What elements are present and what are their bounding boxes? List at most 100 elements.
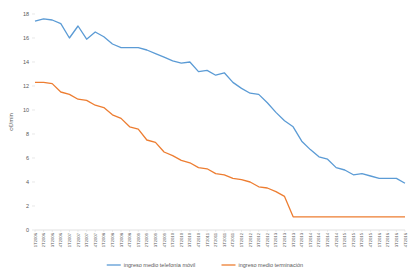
x-tick xyxy=(336,230,337,232)
x-axis xyxy=(35,230,405,231)
x-tick xyxy=(293,230,294,232)
x-tick xyxy=(129,230,130,232)
x-tick-label: 1T2008 xyxy=(101,232,106,247)
x-tick-label: 4T2006 xyxy=(58,232,63,247)
y-tick-label: 4 xyxy=(26,179,29,185)
x-tick-label: 4T2011 xyxy=(230,232,235,247)
x-tick-label: 2T2009 xyxy=(144,232,149,247)
x-tick-label: 3T2015 xyxy=(359,232,364,247)
x-tick-label: 2T2014 xyxy=(316,232,321,247)
x-tick-label: 1T2015 xyxy=(342,232,347,247)
x-tick xyxy=(198,230,199,232)
x-tick xyxy=(310,230,311,232)
x-tick xyxy=(121,230,122,232)
x-tick-label: 2T2012 xyxy=(248,232,253,247)
x-tick-label: 4T2012 xyxy=(265,232,270,247)
x-tick-label: 3T2014 xyxy=(325,232,330,247)
x-tick xyxy=(250,230,251,232)
y-tick xyxy=(32,206,35,207)
y-tick-label: 14 xyxy=(23,59,29,65)
y-tick-label: 10 xyxy=(23,107,29,113)
x-tick xyxy=(181,230,182,232)
x-tick-label: 2T2008 xyxy=(110,232,115,247)
x-tick xyxy=(327,230,328,232)
x-tick xyxy=(361,230,362,232)
x-tick-label: 2T2013 xyxy=(282,232,287,247)
legend-label: ingreso medio terminación xyxy=(239,262,304,268)
x-tick xyxy=(318,230,319,232)
x-tick-label: 3T2013 xyxy=(291,232,296,247)
x-tick xyxy=(232,230,233,232)
x-tick-label: 4T2015 xyxy=(368,232,373,247)
x-tick-label: 2T2016 xyxy=(385,232,390,247)
y-tick-label: 16 xyxy=(23,35,29,41)
x-tick xyxy=(86,230,87,232)
x-tick-label: 4T2014 xyxy=(334,232,339,247)
x-tick-label: 4T2009 xyxy=(162,232,167,247)
x-tick xyxy=(353,230,354,232)
x-tick xyxy=(146,230,147,232)
x-tick xyxy=(103,230,104,232)
x-tick xyxy=(224,230,225,232)
x-tick-label: 2T2015 xyxy=(351,232,356,247)
x-tick-label: 4T2008 xyxy=(127,232,132,247)
x-tick xyxy=(60,230,61,232)
y-tick-label: 6 xyxy=(26,155,29,161)
legend: ingreso medio telefonía móvil ingreso med… xyxy=(107,262,303,268)
x-tick xyxy=(69,230,70,232)
x-tick-label: 1T2014 xyxy=(308,232,313,247)
legend-swatch xyxy=(107,264,121,265)
x-tick xyxy=(155,230,156,232)
chart: 024681012141618c€/min1T20062T20063T20064… xyxy=(0,0,414,271)
x-tick-label: 1T2012 xyxy=(239,232,244,247)
y-tick xyxy=(32,182,35,183)
x-tick xyxy=(344,230,345,232)
x-tick-label: 3T2009 xyxy=(153,232,158,247)
x-tick-label: 4T2010 xyxy=(196,232,201,247)
x-tick-label: 3T2012 xyxy=(256,232,261,247)
x-tick-label: 4T2007 xyxy=(93,232,98,247)
x-tick-label: 3T2006 xyxy=(50,232,55,247)
legend-label: ingreso medio telefonía móvil xyxy=(124,262,196,268)
y-tick-label: 12 xyxy=(23,83,29,89)
series-line xyxy=(35,82,405,216)
y-tick-label: 8 xyxy=(26,131,29,137)
x-tick xyxy=(172,230,173,232)
x-tick xyxy=(112,230,113,232)
y-tick xyxy=(32,110,35,111)
x-tick xyxy=(164,230,165,232)
background xyxy=(0,0,414,271)
x-tick-label: 1T2006 xyxy=(33,232,38,247)
x-tick-label: 4T2013 xyxy=(299,232,304,247)
x-tick xyxy=(43,230,44,232)
x-tick xyxy=(78,230,79,232)
x-tick-label: 2T2007 xyxy=(76,232,81,247)
x-tick xyxy=(387,230,388,232)
x-tick-label: 3T2011 xyxy=(222,232,227,247)
x-tick xyxy=(35,230,36,232)
y-tick xyxy=(32,158,35,159)
x-tick-label: 1T2011 xyxy=(205,232,210,247)
x-tick-label: 2T2010 xyxy=(179,232,184,247)
x-tick xyxy=(396,230,397,232)
x-tick xyxy=(301,230,302,232)
plot-area xyxy=(35,19,405,217)
x-tick-label: 1T2009 xyxy=(136,232,141,247)
y-tick-label: 2 xyxy=(26,203,29,209)
y-tick xyxy=(32,14,35,15)
y-tick xyxy=(32,134,35,135)
x-tick xyxy=(138,230,139,232)
x-tick-label: 1T2007 xyxy=(67,232,72,247)
y-axis-title: c€/min xyxy=(8,113,14,131)
x-tick-label: 3T2007 xyxy=(84,232,89,247)
x-tick xyxy=(189,230,190,232)
y-tick-label: 0 xyxy=(26,227,29,233)
y-tick xyxy=(32,230,35,231)
x-tick xyxy=(284,230,285,232)
y-tick-label: 18 xyxy=(23,11,29,17)
x-tick-label: 3T2010 xyxy=(187,232,192,247)
y-tick xyxy=(32,38,35,39)
y-tick xyxy=(32,62,35,63)
x-tick xyxy=(267,230,268,232)
x-tick xyxy=(215,230,216,232)
